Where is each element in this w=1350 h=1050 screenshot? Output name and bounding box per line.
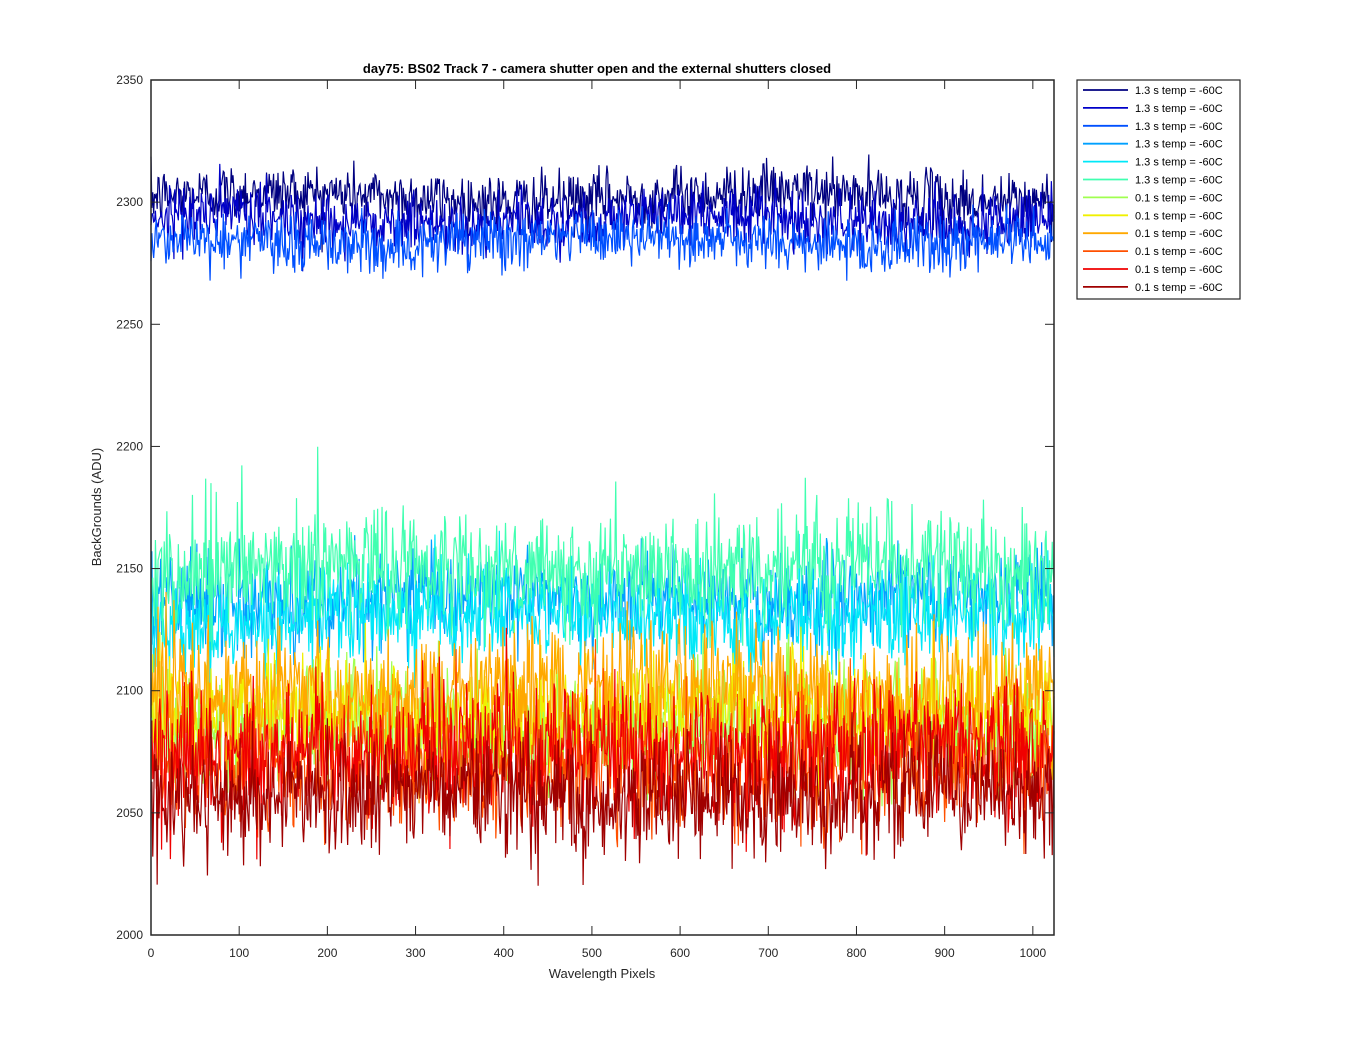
series-line-11 [150, 627, 1055, 860]
legend-entry-label: 1.3 s temp = -60C [1135, 85, 1223, 97]
y-axis: 2000 2050 2100 2150 2200 2250 2300 2350 [116, 73, 1054, 942]
x-tick-label: 100 [229, 946, 249, 960]
y-tick-label: 2300 [116, 195, 143, 209]
plot-lines [150, 154, 1055, 886]
legend-entry-label: 1.3 s temp = -60C [1135, 157, 1223, 169]
x-axis: 0 100 200 300 400 500 600 700 800 900 1000 [148, 80, 1047, 960]
y-tick-label: 2100 [116, 684, 143, 698]
legend-entry-label: 0.1 s temp = -60C [1135, 264, 1223, 276]
legend-entry-label: 1.3 s temp = -60C [1135, 139, 1223, 151]
legend-entry-label: 0.1 s temp = -60C [1135, 192, 1223, 204]
series-line-3 [150, 202, 1055, 281]
legend-entry-label: 1.3 s temp = -60C [1135, 175, 1223, 187]
chart-title: day75: BS02 Track 7 - camera shutter ope… [363, 61, 831, 76]
y-tick-label: 2350 [116, 73, 143, 87]
x-tick-label: 400 [494, 946, 514, 960]
legend-entry-label: 1.3 s temp = -60C [1135, 121, 1223, 133]
x-tick-label: 0 [148, 946, 155, 960]
series-line-6 [150, 446, 1055, 654]
legend-entry-label: 0.1 s temp = -60C [1135, 282, 1223, 294]
x-tick-label: 600 [670, 946, 690, 960]
x-tick-label: 900 [935, 946, 955, 960]
x-tick-label: 1000 [1019, 946, 1046, 960]
x-axis-label: Wavelength Pixels [549, 966, 656, 981]
series-line-2 [150, 163, 1055, 272]
x-tick-label: 200 [317, 946, 337, 960]
y-tick-label: 2200 [116, 439, 143, 453]
plot-area-frame [150, 79, 1055, 936]
series-line-1 [150, 154, 1055, 263]
y-tick-label: 2050 [116, 806, 143, 820]
legend-entry-label: 0.1 s temp = -60C [1135, 210, 1223, 222]
y-tick-label: 2150 [116, 562, 143, 576]
series-line-12 [150, 710, 1055, 886]
x-tick-label: 500 [582, 946, 602, 960]
x-tick-label: 700 [758, 946, 778, 960]
x-tick-label: 800 [846, 946, 866, 960]
legend: 1.3 s temp = -60C 1.3 s temp = -60C 1.3 s … [1076, 79, 1241, 300]
series-line-9 [150, 592, 1055, 805]
y-tick-label: 2000 [116, 928, 143, 942]
x-tick-label: 300 [406, 946, 426, 960]
y-tick-label: 2250 [116, 317, 143, 331]
y-axis-label: BackGrounds (ADU) [89, 448, 104, 566]
legend-entry-label: 1.3 s temp = -60C [1135, 103, 1223, 115]
legend-entry-label: 0.1 s temp = -60C [1135, 246, 1223, 258]
legend-entry-label: 0.1 s temp = -60C [1135, 228, 1223, 240]
legend-box [1076, 79, 1241, 300]
